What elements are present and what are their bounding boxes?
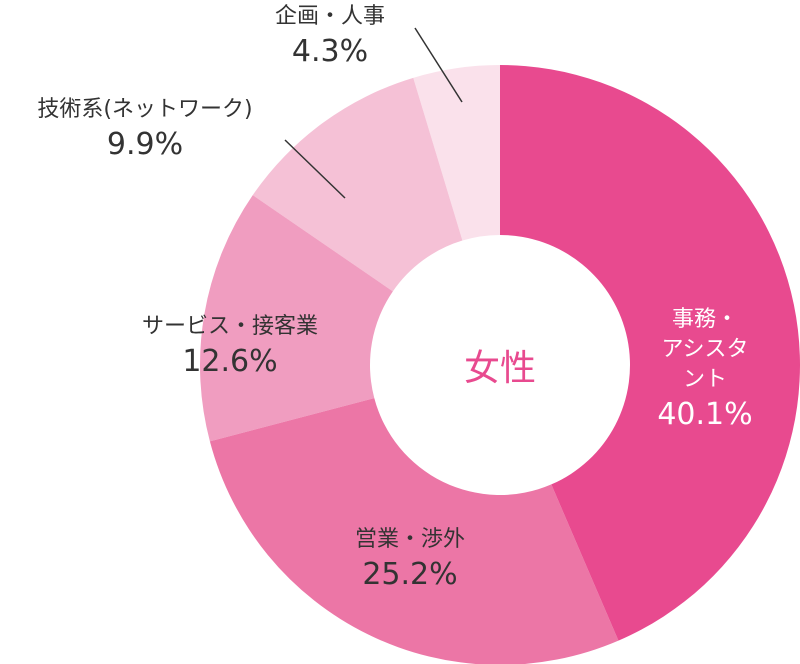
value-label: 25.2% [362,557,458,592]
slice [500,65,800,641]
category-label: サービス・接客業 [141,314,319,339]
slice-label: 営業・渉外 25.2% [355,525,465,595]
value-label: 12.6% [182,344,278,379]
slice [199,195,393,442]
slice-label: 事務・ アシスタント 40.1% [657,305,752,435]
center-label: 女性 [463,348,537,389]
category-label: 技術系(ネットワーク) [37,97,253,122]
leader-line [414,27,463,103]
value-label: 40.1% [657,397,753,432]
slice [252,77,463,292]
slice [209,398,619,664]
category-label: 企画・人事 [274,4,386,29]
value-label: 9.9% [106,127,184,162]
leader-line [284,139,346,199]
category-label: 事務・ アシスタント [661,307,749,392]
category-label: 営業・渉外 [354,527,466,552]
slice-label: 企画・人事 4.3% [275,2,385,72]
value-label: 4.3% [291,34,369,69]
slice-label: サービス・接客業 12.6% [142,312,318,382]
slice-label: 技術系(ネットワーク) 9.9% [37,95,252,165]
slice [413,65,500,241]
